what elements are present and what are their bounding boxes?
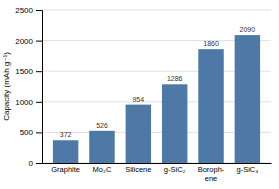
y-tick-label: 500 (20, 128, 34, 137)
y-tick-mark (36, 132, 42, 133)
plot: 372 526 954 1286 1860 2090 0 500 1000 1500 2000 250… (15, 6, 271, 183)
y-tick-mark (36, 71, 42, 72)
y-tick: 1000 (15, 98, 42, 107)
x-tick-label: g-SiC₂ (164, 165, 186, 174)
data-label: 526 (96, 122, 108, 129)
y-tick: 500 (20, 128, 42, 137)
grid (42, 10, 271, 163)
bar (235, 35, 260, 163)
y-axis: 0 500 1000 1500 2000 2500 (15, 6, 42, 168)
y-tick-mark (36, 102, 42, 103)
bars (53, 35, 260, 163)
x-tick-label: Mo₂C (93, 165, 112, 174)
data-label: 372 (60, 131, 72, 138)
bar (53, 140, 78, 163)
x-tick: Mo₂C (93, 165, 112, 174)
y-tick-label: 1500 (15, 67, 33, 76)
grid-line (42, 10, 271, 11)
x-tick-label: Graphite (51, 165, 80, 174)
x-tick-label: Boroph-ene (198, 165, 225, 182)
data-labels: 372 526 954 1286 1860 2090 (60, 26, 255, 138)
data-label: 1860 (203, 40, 219, 47)
y-tick: 0 (29, 159, 42, 168)
y-axis-title: Capacity (mAh g⁻¹) (2, 52, 11, 121)
chart: 372 526 954 1286 1860 2090 0 500 1000 1500 2000 250… (0, 0, 279, 189)
y-tick: 2000 (15, 37, 42, 46)
x-tick: Graphite (51, 165, 80, 174)
x-tick: g-SiC₃ (236, 165, 258, 174)
y-tick: 1500 (15, 67, 42, 76)
y-tick: 2500 (15, 6, 42, 15)
y-tick-label: 2500 (15, 6, 33, 15)
bar (162, 84, 187, 163)
y-tick-mark (36, 10, 42, 11)
y-tick-label: 1000 (15, 98, 33, 107)
y-tick-label: 2000 (15, 37, 33, 46)
data-label: 954 (132, 96, 144, 103)
x-tick-label: Silicene (125, 165, 151, 174)
x-tick-label: g-SiC₃ (236, 165, 258, 174)
bar (89, 131, 114, 163)
y-tick-mark (36, 163, 42, 164)
y-tick-mark (36, 41, 42, 42)
x-tick: Boroph-ene (198, 165, 225, 182)
x-axis-line (43, 163, 272, 164)
x-tick: g-SiC₂ (164, 165, 186, 174)
y-tick-label: 0 (29, 159, 34, 168)
bar (198, 49, 223, 163)
x-tick: Silicene (125, 165, 151, 174)
data-label: 1286 (167, 75, 183, 82)
bar (126, 105, 151, 163)
y-axis-line (36, 11, 43, 164)
data-label: 2090 (240, 26, 256, 33)
x-axis: Graphite Mo₂C Silicene g-SiC₂ Boroph-ene g-Si… (43, 164, 272, 183)
